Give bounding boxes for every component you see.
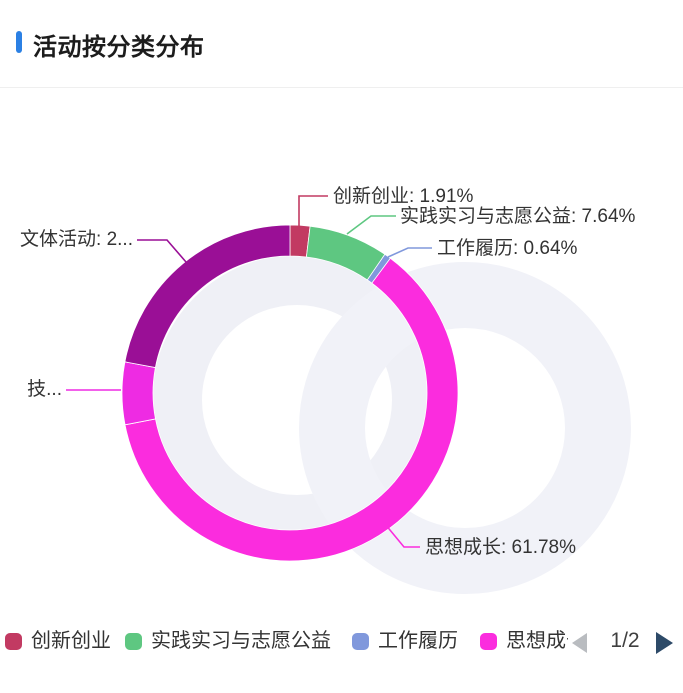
slice-label-work: 工作履历: 0.64% [437, 238, 578, 259]
donut-segments [121, 224, 459, 562]
title-accent-bar [16, 31, 22, 53]
backdrop-ring-right [299, 262, 631, 594]
legend-page-indicator: 1/2 [610, 629, 640, 652]
slice-label-innovation: 创新创业: 1.91% [333, 186, 474, 207]
leader-line-practice [346, 215, 396, 235]
leader-line-ideology [384, 523, 420, 548]
slice-label-ideology: 思想成长: 61.78% [425, 537, 576, 558]
chart-legend: 创新创业 实践实习与志愿公益 工作履历 思想成长 1/2 [0, 626, 683, 660]
legend-swatch-work [352, 632, 369, 650]
legend-label-work: 工作履历 [378, 630, 458, 652]
pie-segment-3[interactable] [124, 257, 459, 562]
legend-swatch-ideology [480, 632, 497, 650]
leader-line-innovation [298, 195, 328, 228]
slice-label-skill: 技... [27, 379, 62, 400]
page-title: 活动按分类分布 [33, 34, 205, 61]
slice-label-practice: 实践实习与志愿公益: 7.64% [400, 206, 636, 227]
legend-item-ideology[interactable]: 思想成长 [480, 629, 568, 653]
pie-segment-5[interactable] [124, 224, 291, 369]
legend-label-practice: 实践实习与志愿公益 [151, 630, 331, 652]
legend-prev-page-button[interactable] [572, 633, 587, 653]
leader-line-culture [137, 239, 187, 263]
backdrop-ring-left [152, 255, 442, 545]
legend-next-page-button[interactable] [656, 632, 673, 654]
header-divider [0, 87, 683, 88]
legend-item-innovation[interactable]: 创新创业 [5, 629, 111, 653]
legend-label-innovation: 创新创业 [31, 630, 111, 652]
card-header: 活动按分类分布 [0, 0, 683, 88]
leader-line-work [387, 247, 432, 258]
legend-item-practice[interactable]: 实践实习与志愿公益 [125, 629, 331, 653]
leader-lines [66, 195, 432, 548]
legend-swatch-innovation [5, 632, 22, 650]
slice-label-culture: 文体活动: 2... [20, 229, 133, 250]
legend-item-work[interactable]: 工作履历 [352, 629, 458, 653]
pie-segment-4[interactable] [121, 361, 156, 426]
legend-swatch-practice [125, 632, 142, 650]
legend-label-ideology: 思想成长 [506, 630, 568, 652]
